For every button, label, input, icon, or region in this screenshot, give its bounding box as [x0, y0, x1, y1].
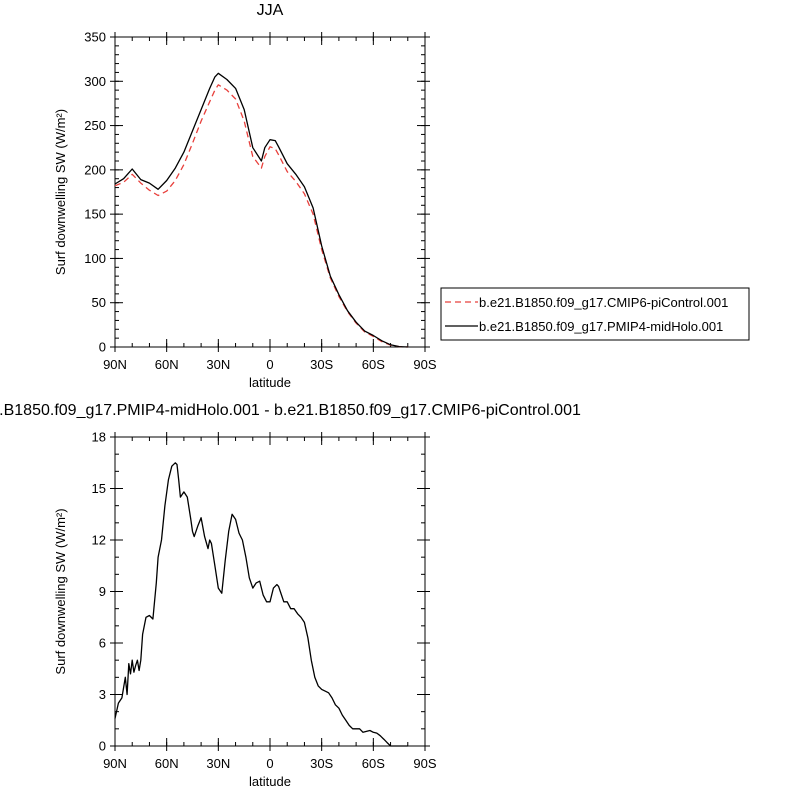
x-tick-label: 30S	[310, 756, 333, 771]
x-axis-label: latitude	[249, 774, 291, 789]
x-tick-label: 0	[266, 357, 273, 372]
y-tick-label: 250	[84, 118, 106, 133]
y-tick-label: 50	[92, 295, 106, 310]
x-tick-label: 90S	[413, 357, 436, 372]
y-tick-label: 0	[99, 739, 106, 754]
y-tick-label: 9	[99, 584, 106, 599]
x-tick-label: 30S	[310, 357, 333, 372]
x-tick-label: 30N	[206, 756, 230, 771]
y-tick-label: 12	[92, 533, 106, 548]
y-axis-label: Surf downwelling SW (W/m²)	[53, 508, 68, 674]
chart-title: b.e21.B1850.f09_g17.PMIP4-midHolo.001 - …	[0, 402, 581, 419]
x-tick-label: 60N	[155, 357, 179, 372]
plot-frame	[114, 36, 426, 348]
y-tick-label: 350	[84, 30, 106, 45]
x-tick-label: 90N	[103, 357, 127, 372]
x-tick-label: 30N	[206, 357, 230, 372]
y-tick-label: 6	[99, 636, 106, 651]
y-tick-label: 18	[92, 430, 106, 445]
legend-box	[440, 287, 750, 341]
x-tick-label: 90N	[103, 756, 127, 771]
y-tick-label: 3	[99, 687, 106, 702]
x-tick-label: 0	[266, 756, 273, 771]
legend-label-2: b.e21.B1850.f09_g17.PMIP4-midHolo.001	[479, 319, 723, 334]
y-tick-label: 0	[99, 340, 106, 355]
x-tick-label: 60N	[155, 756, 179, 771]
chart-title: JJA	[257, 2, 284, 19]
legend: b.e21.B1850.f09_g17.CMIP6-piControl.001b…	[440, 287, 750, 341]
x-tick-label: 60S	[362, 756, 385, 771]
y-tick-label: 15	[92, 481, 106, 496]
x-tick-label: 60S	[362, 357, 385, 372]
plot-frame	[114, 436, 426, 747]
x-tick-label: 90S	[413, 756, 436, 771]
series-line-2	[114, 72, 408, 348]
y-tick-label: 150	[84, 207, 106, 222]
y-tick-label: 300	[84, 74, 106, 89]
y-tick-label: 100	[84, 251, 106, 266]
chart-panel-1: 90N 60N 30N 0 30S 60S 90S 0 50 100 150 200 250 300 350…	[53, 2, 750, 390]
y-axis-label: Surf downwelling SW (W/m²)	[53, 109, 68, 275]
chart-panel-2: 90N 60N 30N 0 30S 60S 90S 0 3 6 9 12 15 18 b.e21.B1850…	[0, 402, 581, 789]
y-tick-label: 200	[84, 162, 106, 177]
series-line-1	[114, 462, 408, 747]
legend-label-1: b.e21.B1850.f09_g17.CMIP6-piControl.001	[479, 295, 728, 310]
x-axis-label: latitude	[249, 375, 291, 390]
series-line-1	[114, 84, 408, 348]
